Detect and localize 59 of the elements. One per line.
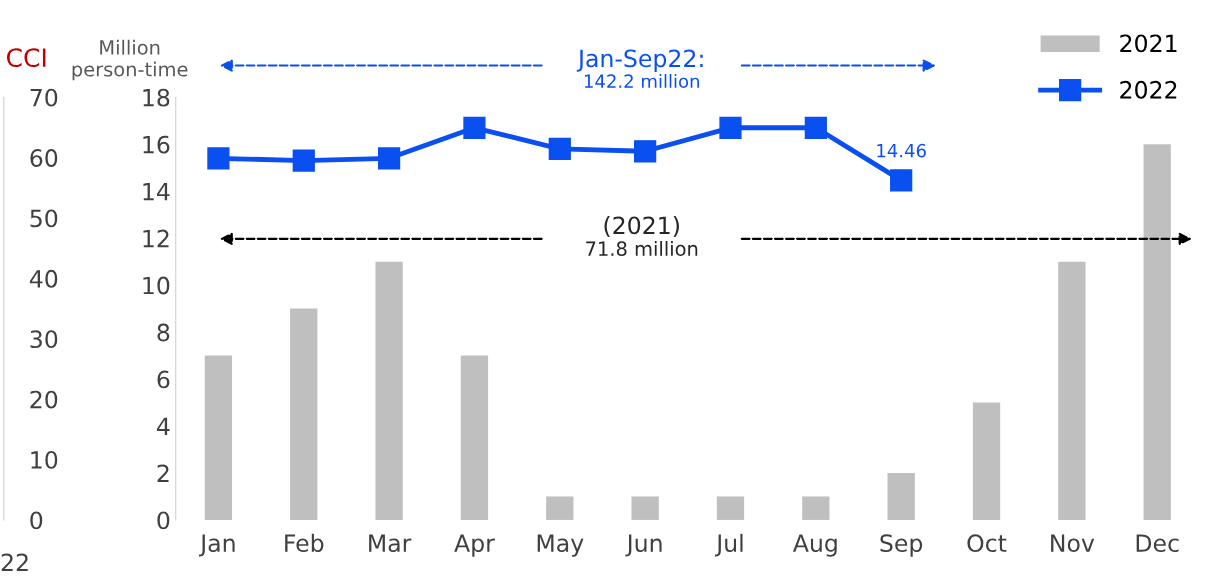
y3-tick-label: 40 xyxy=(29,269,58,288)
x-tick-label: Dec xyxy=(1136,534,1179,553)
point xyxy=(804,116,827,139)
y-tick-label: 14 xyxy=(143,182,170,201)
x-tick-label: Jun xyxy=(625,534,662,557)
y-tick-label: 0 xyxy=(157,511,170,530)
text: Jan-Sep22: 142.2 million xyxy=(576,49,703,88)
bar xyxy=(631,496,659,520)
y-axis-title: Million person-time xyxy=(72,39,188,81)
y3-tick-label: 50 xyxy=(30,209,58,228)
y3-tick-label: 0 xyxy=(30,511,43,530)
y3-tick-label: 70 xyxy=(30,88,58,107)
y-tick-label: 2 xyxy=(157,464,169,482)
point xyxy=(463,116,486,139)
y3-axis-title: CCI xyxy=(6,48,46,68)
x-tick-label: Jul xyxy=(715,533,743,557)
point xyxy=(292,149,315,172)
point xyxy=(719,116,742,139)
y3-tick-label: 20 xyxy=(30,390,58,409)
x-tick-label: Aug xyxy=(792,534,837,557)
bar xyxy=(546,496,574,520)
bar xyxy=(972,402,1001,520)
bar xyxy=(290,308,318,520)
y-tick-label: 12 xyxy=(143,229,169,248)
point xyxy=(890,169,913,192)
x-tick-label: Nov xyxy=(1051,534,1095,553)
legend-label: 2022 xyxy=(1120,80,1177,99)
x-tick-label: Mar xyxy=(369,534,412,553)
point xyxy=(634,140,657,163)
x-tick-label: Sep xyxy=(880,534,923,557)
y3-tick-label: 30 xyxy=(30,330,58,349)
y3-tick-label: 10 xyxy=(31,451,58,469)
y-tick-label: 8 xyxy=(157,323,170,342)
y-tick-label: 18 xyxy=(143,88,170,107)
y-tick-label: 6 xyxy=(157,370,170,389)
bar xyxy=(1058,261,1086,520)
x-tick-label: Apr xyxy=(454,534,495,557)
x-tick-label: Oct xyxy=(967,534,1007,553)
bar xyxy=(887,472,915,520)
text: 22 xyxy=(1,553,28,572)
y3-tick-label: 60 xyxy=(30,149,58,167)
bar xyxy=(375,261,403,520)
bar xyxy=(204,355,233,520)
point xyxy=(377,147,401,170)
y-tick-label: 10 xyxy=(143,276,170,295)
annotation: (2021) 71.8 million xyxy=(586,216,698,257)
data-label: 14.46 xyxy=(877,143,926,158)
x-tick-label: May xyxy=(537,534,584,557)
point xyxy=(207,147,230,170)
bar xyxy=(1143,144,1171,520)
y-tick-label: 16 xyxy=(143,135,170,154)
x-tick-label: Jan xyxy=(198,534,235,557)
bar xyxy=(716,496,745,520)
bar xyxy=(460,355,489,520)
point xyxy=(548,137,571,161)
legend-label: 2021 xyxy=(1120,34,1177,53)
y-tick-label: 4 xyxy=(157,417,170,435)
x-tick-label: Feb xyxy=(285,533,324,553)
bar xyxy=(802,496,830,520)
